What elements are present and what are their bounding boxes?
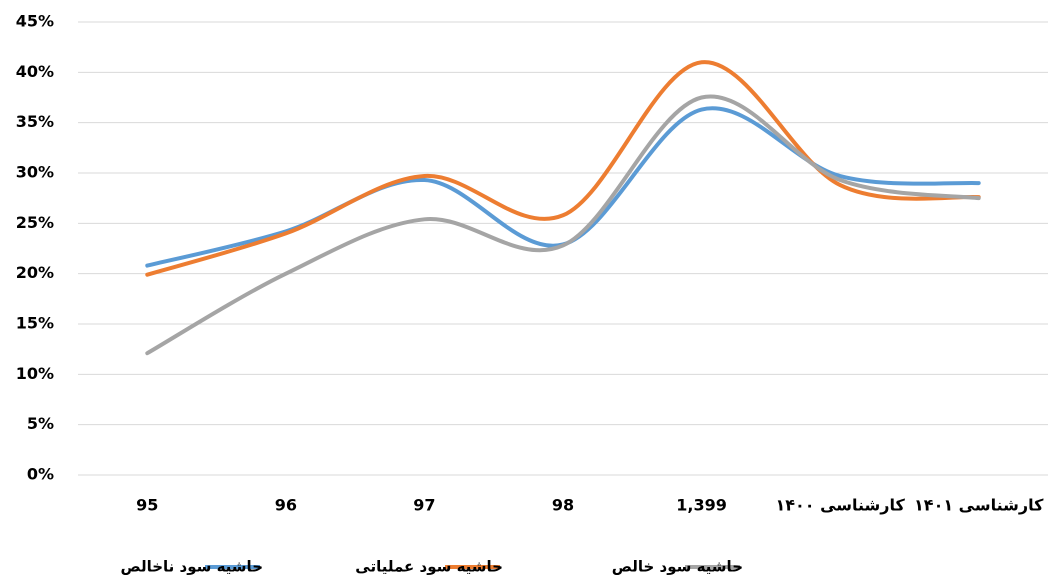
y-tick-label: 20% [16,263,54,282]
x-tick-label: 97 [413,496,435,515]
x-tick-label: 95 [136,496,158,515]
y-tick-label: 35% [16,112,54,131]
series-line [145,60,981,277]
legend-label: حاشیه سود عملیاتی [355,558,503,576]
x-tick-label: کارشناسی ۱۴۰۱ [914,496,1044,515]
y-tick-label: 10% [16,364,54,383]
x-tick-label: 1,399 [676,496,727,515]
y-tick-label: 0% [27,465,54,484]
series-line [145,106,981,268]
y-tick-label: 25% [16,213,54,232]
y-tick-label: 40% [16,62,54,81]
x-tick-label: 98 [552,496,574,515]
legend-label: حاشیه سود ناخالص [120,558,263,576]
legend-label: حاشیه سود خالص [612,558,743,576]
y-tick-label: 15% [16,314,54,333]
y-tick-label: 5% [27,414,54,433]
y-tick-label: 30% [16,163,54,182]
x-tick-label: کارشناسی ۱۴۰۰ [775,496,905,515]
y-tick-label: 45% [16,12,54,31]
x-tick-label: 96 [275,496,297,515]
series-line [145,94,981,356]
